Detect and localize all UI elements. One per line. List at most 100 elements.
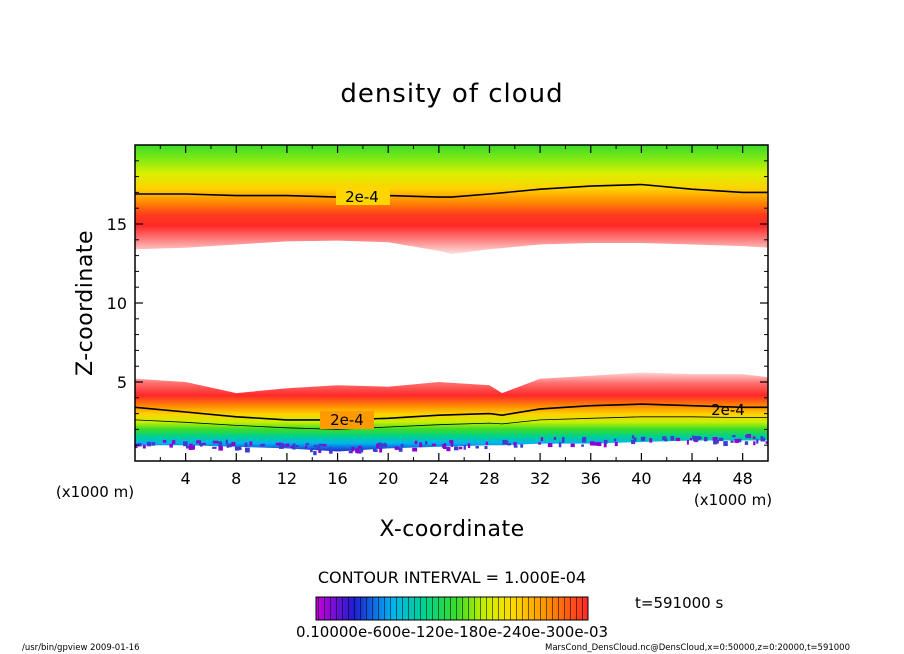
noise-speck	[419, 442, 423, 448]
lower-thin-contour-line	[135, 416, 768, 430]
noise-speck	[520, 444, 524, 448]
noise-speck	[732, 435, 736, 438]
x-tick-label: 44	[682, 469, 702, 488]
noise-speck	[190, 445, 194, 450]
noise-speck	[214, 441, 219, 444]
contour-labels: 2e-4 2e-4 2e-4	[320, 187, 745, 429]
noise-speck	[744, 441, 749, 445]
noise-speck	[613, 438, 617, 442]
noise-speck	[689, 438, 692, 441]
noise-speck	[275, 442, 280, 446]
noise-speck	[329, 450, 333, 454]
noise-speck	[318, 450, 321, 453]
noise-speck	[662, 436, 667, 441]
x-tick-label: 20	[378, 469, 398, 488]
noise-speck	[292, 443, 296, 448]
footer-left: /usr/bin/gpview 2009-01-16	[22, 643, 140, 653]
noise-speck	[693, 436, 698, 441]
noise-speck	[218, 446, 223, 451]
noise-speck	[649, 438, 653, 443]
noise-speck	[193, 445, 195, 450]
x-tick-label: 32	[530, 469, 550, 488]
noise-speck	[245, 447, 250, 453]
x-tick-label: 28	[479, 469, 499, 488]
noise-speck	[198, 442, 204, 446]
chart-title: density of cloud	[340, 79, 563, 109]
noise-speck	[704, 437, 708, 442]
noise-speck	[603, 443, 607, 448]
lower-cloud-layer	[135, 372, 768, 461]
contour-interval-text: CONTOUR INTERVAL = 1.000E-04	[318, 568, 586, 587]
noise-speck	[249, 441, 253, 446]
contour-label-upper: 2e-4	[345, 188, 379, 206]
noise-speck	[614, 442, 618, 447]
noise-speck	[640, 436, 646, 441]
noise-speck	[225, 439, 228, 445]
noise-speck	[356, 448, 362, 453]
clear-air-base	[135, 440, 768, 461]
noise-speck	[279, 442, 282, 445]
noise-speck	[633, 437, 637, 442]
noise-speck	[752, 436, 756, 440]
cloud-base-noise	[135, 434, 768, 461]
noise-speck	[260, 444, 264, 447]
noise-speck	[234, 446, 240, 451]
noise-speck	[425, 441, 428, 445]
noise-speck	[400, 443, 404, 448]
noise-speck	[316, 446, 321, 450]
footer-right: MarsCond_DensCloud.nc@DensCloud,x=0:5000…	[545, 643, 850, 653]
noise-speck	[196, 440, 201, 444]
noise-speck	[734, 438, 739, 443]
noise-speck	[169, 444, 173, 448]
noise-speck	[218, 441, 223, 447]
noise-speck	[290, 445, 293, 449]
noise-speck	[227, 443, 232, 448]
x-tick-label: 36	[581, 469, 601, 488]
noise-speck	[713, 440, 718, 445]
noise-speck	[459, 446, 463, 450]
noise-speck	[292, 446, 296, 450]
noise-speck	[449, 440, 454, 444]
noise-speck	[538, 442, 542, 445]
noise-speck	[359, 447, 364, 453]
noise-speck	[716, 440, 719, 444]
noise-speck	[378, 442, 383, 448]
x-tick-label: 48	[733, 469, 753, 488]
x-tick-label: 8	[231, 469, 241, 488]
x-tick-label: 40	[631, 469, 651, 488]
colorbar-stripes	[316, 597, 588, 620]
noise-speck	[513, 442, 517, 446]
noise-speck	[183, 441, 188, 447]
noise-speck	[305, 442, 309, 446]
noise-speck	[379, 447, 383, 453]
noise-speck	[285, 443, 290, 447]
noise-speck	[394, 446, 400, 450]
upper-contour-line	[135, 183, 768, 198]
noise-speck	[582, 438, 587, 443]
noise-speck	[244, 442, 248, 447]
noise-speck	[412, 447, 418, 452]
noise-speck	[381, 443, 386, 448]
noise-speck	[475, 446, 479, 449]
noise-speck	[756, 439, 759, 444]
noise-speck	[581, 444, 584, 447]
noise-speck	[723, 441, 728, 446]
noise-speck	[186, 445, 189, 449]
y-tick-label: 15	[107, 215, 127, 234]
x-tick-label: 12	[277, 469, 297, 488]
noise-speck	[485, 441, 489, 445]
x-axis-label: X-coordinate	[379, 517, 524, 542]
noise-speck	[238, 446, 242, 450]
noise-speck	[760, 436, 763, 441]
noise-speck	[670, 436, 675, 441]
noise-speck	[262, 443, 265, 447]
x-tick-label: 16	[327, 469, 347, 488]
y-axis-label: Z-coordinate	[73, 230, 98, 376]
noise-speck	[484, 446, 488, 450]
noise-speck	[738, 438, 742, 443]
lower-contour-line	[135, 403, 768, 421]
noise-speck	[279, 444, 284, 449]
noise-speck	[318, 443, 323, 447]
noise-speck	[561, 440, 565, 443]
noise-speck	[553, 437, 557, 440]
